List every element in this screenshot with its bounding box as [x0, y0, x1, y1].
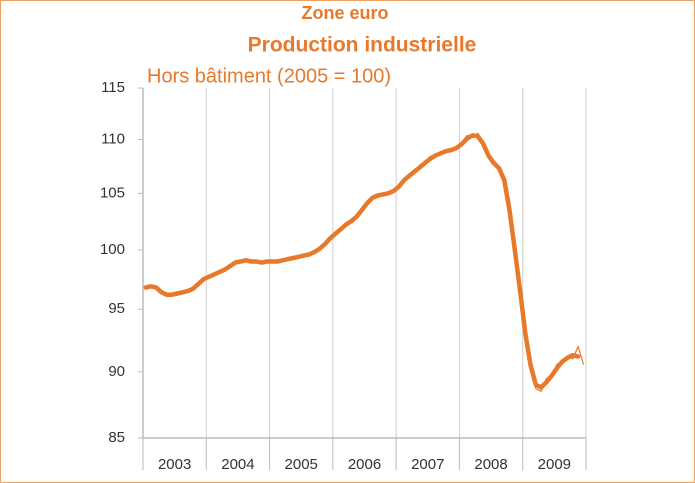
x-tick-label: 2007	[411, 456, 444, 473]
y-tick-label: 110	[101, 130, 125, 147]
y-tick-label: 85	[108, 429, 125, 446]
x-tick-label: 2008	[474, 456, 507, 473]
y-tick-label: 90	[108, 363, 125, 380]
x-tick-label: 2006	[348, 456, 381, 473]
x-tick-label: 2004	[221, 456, 254, 473]
series-line	[143, 133, 581, 390]
x-tick-label: 2005	[285, 456, 318, 473]
y-tick-label: 95	[108, 300, 125, 317]
chart-title: Zone euro	[301, 3, 388, 23]
y-tick-label: 115	[101, 79, 125, 96]
y-tick-label: 100	[100, 241, 125, 258]
x-tick-label: 2009	[538, 456, 571, 473]
y-axis-label: Hors bâtiment (2005 = 100)	[147, 65, 391, 87]
chart-subtitle: Production industrielle	[248, 34, 477, 57]
x-tick-label: 2003	[158, 456, 191, 473]
y-tick-label: 105	[100, 184, 125, 201]
